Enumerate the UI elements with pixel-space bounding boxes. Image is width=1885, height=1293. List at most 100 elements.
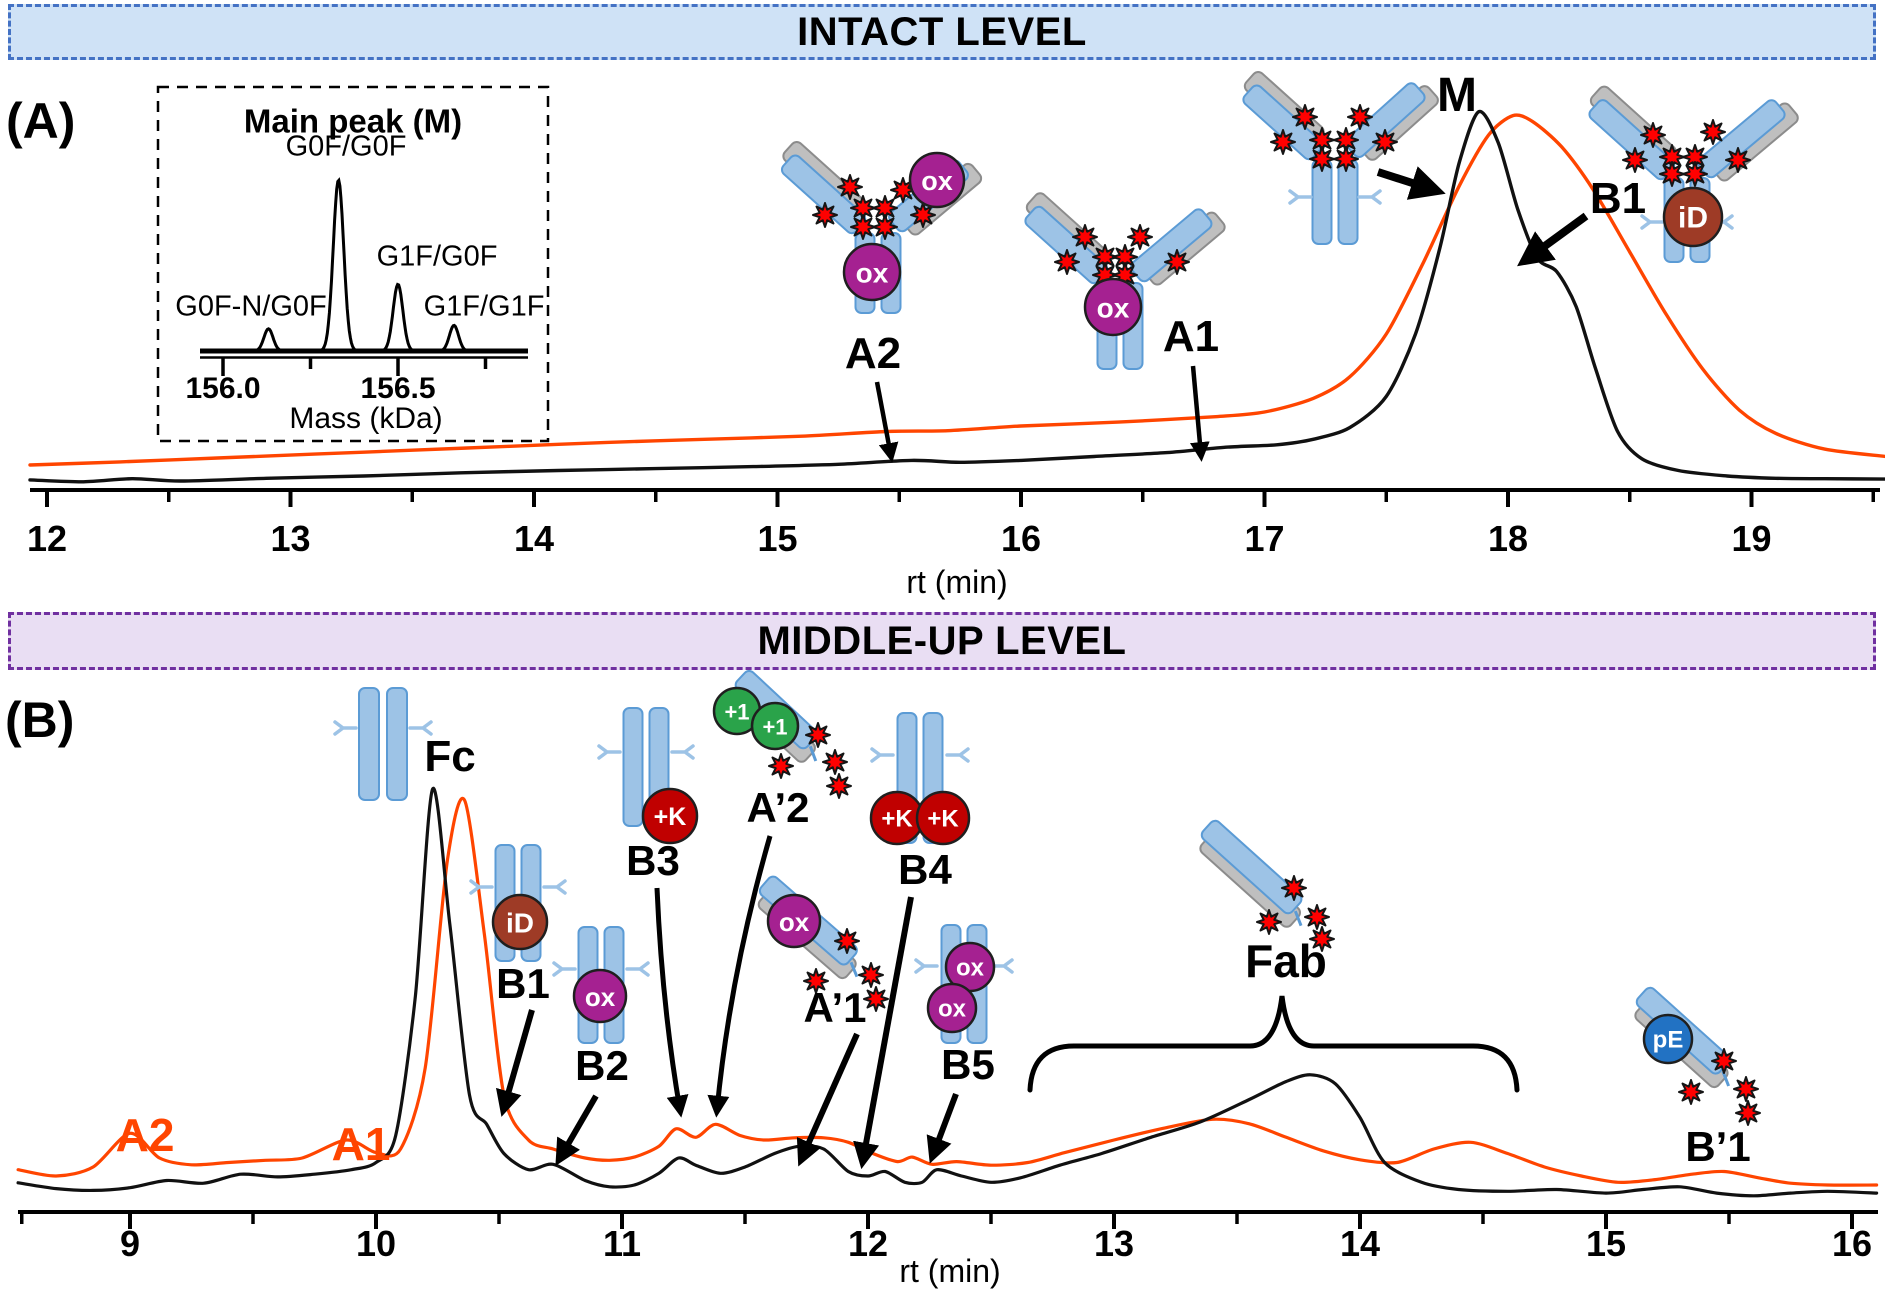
annotation-arrow: [796, 1032, 860, 1167]
banner-middleup-text: MIDDLE-UP LEVEL: [757, 618, 1127, 663]
trace-orange-intact: [28, 113, 1885, 467]
glycan-star-icon: [1270, 129, 1296, 155]
svg-text:iD: iD: [506, 908, 534, 939]
annotation-arrow: [707, 835, 773, 1118]
glycan-star-icon: [803, 968, 829, 994]
glycan-star-icon: [1054, 249, 1080, 275]
peak-label-m: M: [1437, 69, 1477, 122]
x-tick-label: 15: [757, 518, 797, 559]
peak-label-a-prime-2: A’2: [746, 784, 810, 831]
peak-label-fab: Fab: [1245, 935, 1327, 987]
fab-arm: [1130, 208, 1226, 286]
ox-badge: ox: [572, 968, 628, 1024]
x-tick-label: 12: [27, 518, 67, 559]
glycan-star-icon: [1733, 1076, 1759, 1102]
fc-cartoon-b1: iD: [469, 844, 567, 962]
glycan-star-icon: [1622, 147, 1648, 173]
glycan-star-icon: [1347, 104, 1373, 130]
id-badge: iD: [491, 893, 549, 951]
banner-intact-level: INTACT LEVEL: [8, 4, 1876, 60]
inset-tick-label: 156.0: [185, 372, 260, 405]
glycan-star-icon: [826, 773, 852, 799]
ox-badge: ox: [908, 151, 966, 209]
ox-badge: ox: [766, 893, 822, 949]
x-tick-label: 17: [1244, 518, 1284, 559]
plusk-badge: +K: [915, 790, 971, 846]
glycan-star-icon: [1309, 146, 1335, 172]
glycan-star-icon: [1304, 904, 1330, 930]
inset-peak-label: G1F/G1F: [423, 290, 545, 323]
peak-label-a2-middleup: A2: [115, 1109, 175, 1161]
fc-cartoon-b3: +K: [597, 707, 699, 845]
annotation-arrow: [926, 1092, 959, 1164]
x-tick-label: 13: [1094, 1223, 1134, 1264]
glycan-star-icon: [812, 202, 838, 228]
x-tick-label: 19: [1731, 518, 1771, 559]
inset-title: Main peak (M): [243, 102, 463, 140]
glycan-star-icon: [1309, 926, 1335, 952]
hinge-icon: [408, 720, 433, 736]
peak-label-b-prime-1: B’1: [1685, 1123, 1751, 1170]
glycan-star-icon: [1735, 1100, 1761, 1126]
svg-text:ox: ox: [921, 166, 953, 196]
x-tick-label: 16: [1832, 1223, 1872, 1264]
glycan-star-icon: [837, 174, 863, 200]
glycan-star-icon: [1292, 104, 1318, 130]
glycan-star-icon: [1725, 147, 1751, 173]
hinge-icon: [625, 961, 650, 977]
annotation-arrow: [853, 896, 914, 1170]
id-badge: iD: [1662, 186, 1724, 248]
svg-text:pE: pE: [1653, 1027, 1684, 1054]
glycan-star-icon: [822, 749, 848, 775]
glycan-star-icon: [1127, 224, 1153, 250]
annotation-arrow: [1189, 365, 1210, 462]
glycan-star-icon: [1678, 1079, 1704, 1105]
svg-text:ox: ox: [956, 955, 985, 982]
x-tick-label: 16: [1001, 518, 1041, 559]
plusk-badge: +K: [641, 787, 699, 845]
annotation-arrow: [874, 381, 899, 463]
peak-label-b3: B3: [626, 837, 680, 884]
peak-label-a2-intact: A2: [844, 329, 902, 378]
peak-label-b4: B4: [898, 846, 952, 893]
panel-b-x-axis: 9 10 11 12 13 14 15 16: [18, 1210, 1878, 1264]
plusk-badge: +K: [869, 790, 925, 846]
glycan-star-icon: [834, 928, 860, 954]
plus1-badge: +1: [712, 686, 762, 736]
x-tick-label: 15: [1586, 1223, 1626, 1264]
inset-peak-label: G0F-N/G0F: [175, 290, 327, 323]
x-tick-label: 18: [1488, 518, 1528, 559]
ox-badge: ox: [1083, 277, 1143, 337]
hinge-icon: [914, 958, 939, 974]
inset-mass-spectrum: 156.0 156.5: [156, 85, 550, 443]
x-tick-label: 14: [514, 518, 554, 559]
panel-a-label: (A): [6, 93, 76, 149]
glycan-star-icon: [805, 722, 831, 748]
ox-badge: ox: [842, 242, 902, 302]
antibody-cartoon-a2: ox ox: [780, 140, 983, 314]
fab-fragment-b1prime: pE: [1634, 986, 1761, 1126]
antibody-cartoon-a1: ox: [1024, 192, 1226, 370]
glycan-star-icon: [1372, 129, 1398, 155]
annotation-arrow: [1517, 212, 1589, 267]
svg-text:+1: +1: [762, 715, 787, 740]
x-tick-label: 12: [848, 1223, 888, 1264]
svg-text:ox: ox: [856, 258, 889, 289]
hinge-icon: [542, 879, 567, 895]
inset-tick-label: 156.5: [360, 372, 435, 405]
glycan-star-icon: [910, 202, 936, 228]
banner-middleup-level: MIDDLE-UP LEVEL: [8, 612, 1876, 670]
glycan-star-icon: [1333, 146, 1359, 172]
x-tick-label: 11: [603, 1223, 641, 1264]
antibody-cartoon-b1-id: iD: [1588, 85, 1799, 263]
glycan-star-icon: [1711, 1048, 1737, 1074]
peak-label-fc: Fc: [424, 732, 476, 781]
fab-fragment-a1prime: ox: [757, 875, 889, 1012]
svg-text:+K: +K: [654, 803, 687, 831]
plus1-badge: +1: [750, 701, 800, 751]
svg-text:ox: ox: [585, 982, 616, 1012]
peak-label-a1-intact: A1: [1162, 312, 1220, 361]
peak-label-b1: B1: [496, 960, 550, 1007]
glycan-star-icon: [858, 962, 884, 988]
